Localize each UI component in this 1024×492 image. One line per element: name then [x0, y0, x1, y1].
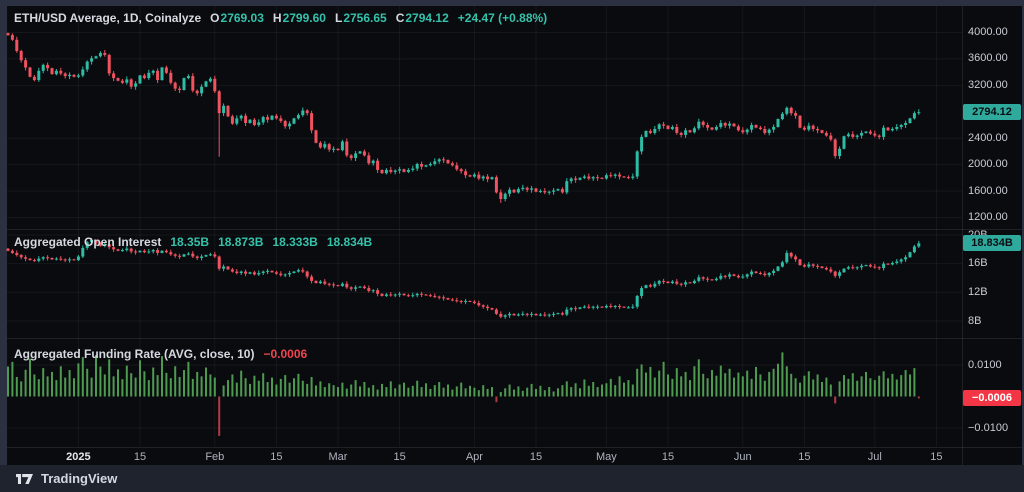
tradingview-brand-link[interactable]: TradingView	[41, 471, 118, 486]
footer-bar: TradingView	[0, 465, 1024, 492]
price-pane	[6, 32, 921, 203]
funding-rate-pane	[7, 352, 920, 436]
pane-separators	[7, 6, 1022, 465]
tradingview-logo-icon[interactable]	[16, 473, 33, 484]
open-interest-pane	[6, 238, 921, 319]
gridlines	[7, 6, 962, 447]
